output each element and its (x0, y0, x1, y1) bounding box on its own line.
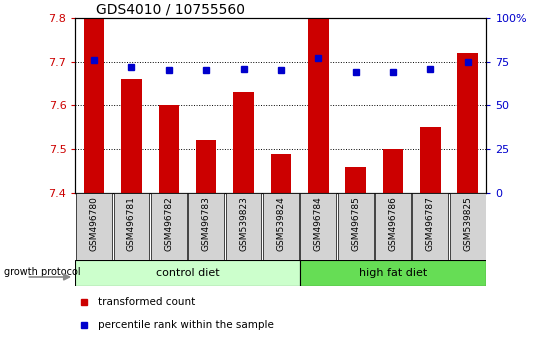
Text: control diet: control diet (156, 268, 219, 278)
Text: GSM496780: GSM496780 (89, 196, 98, 251)
Bar (383, 149, 403, 193)
Bar (308, 18, 329, 193)
Text: GSM496782: GSM496782 (164, 196, 173, 251)
Bar (84, 18, 105, 193)
Text: GDS4010 / 10755560: GDS4010 / 10755560 (96, 2, 245, 17)
Bar (338, 193, 373, 260)
Bar (75, 260, 300, 286)
Bar (375, 193, 411, 260)
Bar (457, 53, 478, 193)
Text: GSM539824: GSM539824 (276, 196, 286, 251)
Bar (226, 193, 262, 260)
Text: GSM496785: GSM496785 (351, 196, 360, 251)
Text: GSM496787: GSM496787 (426, 196, 435, 251)
Text: GSM496781: GSM496781 (127, 196, 136, 251)
Bar (113, 193, 149, 260)
Text: high fat diet: high fat diet (359, 268, 427, 278)
Bar (159, 105, 179, 193)
Bar (345, 167, 366, 193)
Bar (263, 193, 299, 260)
Bar (76, 193, 112, 260)
Text: growth protocol: growth protocol (4, 267, 80, 276)
Bar (271, 154, 291, 193)
Text: GSM539823: GSM539823 (239, 196, 248, 251)
Bar (300, 193, 336, 260)
Bar (300, 260, 486, 286)
Text: percentile rank within the sample: percentile rank within the sample (98, 320, 274, 330)
Text: GSM496783: GSM496783 (202, 196, 211, 251)
Bar (151, 193, 187, 260)
Bar (420, 127, 440, 193)
Bar (450, 193, 486, 260)
Text: GSM539825: GSM539825 (463, 196, 472, 251)
Bar (188, 193, 224, 260)
Text: GSM496786: GSM496786 (389, 196, 397, 251)
Bar (413, 193, 448, 260)
Text: transformed count: transformed count (98, 297, 195, 307)
Text: GSM496784: GSM496784 (314, 196, 323, 251)
Bar (233, 92, 254, 193)
Bar (121, 79, 142, 193)
Bar (196, 141, 216, 193)
